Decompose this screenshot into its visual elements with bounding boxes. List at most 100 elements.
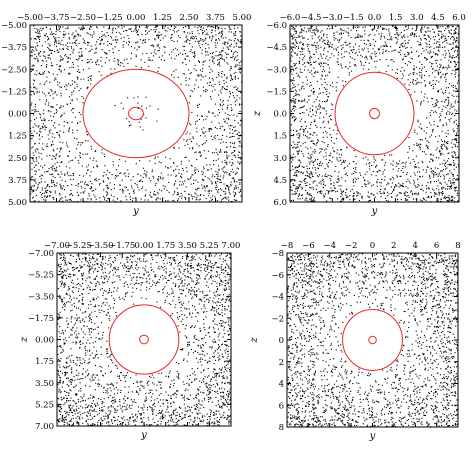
scatter-point — [453, 151, 455, 153]
scatter-point — [44, 129, 46, 131]
scatter-point — [452, 47, 454, 50]
scatter-point — [321, 71, 323, 73]
scatter-point — [324, 167, 326, 169]
scatter-point — [174, 26, 176, 28]
scatter-point — [416, 100, 418, 102]
scatter-point — [307, 193, 309, 195]
scatter-point — [84, 181, 86, 183]
scatter-point — [399, 184, 401, 186]
scatter-point — [35, 156, 37, 158]
scatter-point — [167, 27, 169, 29]
scatter-point — [175, 174, 177, 176]
scatter-point — [216, 25, 218, 27]
scatter-point — [455, 138, 457, 140]
scatter-point — [76, 138, 78, 140]
scatter-point — [206, 164, 208, 166]
scatter-point — [436, 46, 438, 48]
scatter-point — [49, 45, 51, 47]
scatter-point — [214, 323, 216, 325]
scatter-point — [239, 182, 241, 184]
scatter-point — [61, 179, 63, 181]
scatter-point — [30, 176, 32, 178]
scatter-point — [132, 287, 134, 289]
scatter-point — [199, 47, 201, 49]
scatter-point — [427, 34, 429, 37]
scatter-point — [450, 164, 453, 166]
scatter-point — [83, 41, 85, 44]
scatter-point — [81, 275, 83, 277]
scatter-point — [44, 57, 46, 59]
scatter-point — [425, 39, 427, 41]
scatter-point — [215, 47, 217, 49]
scatter-point — [291, 108, 293, 110]
scatter-point — [110, 194, 113, 196]
scatter-point — [396, 30, 398, 32]
scatter-point — [87, 62, 89, 64]
scatter-point — [184, 190, 186, 192]
scatter-point — [59, 176, 61, 178]
scatter-point — [236, 43, 238, 45]
scatter-point — [218, 62, 220, 64]
scatter-point — [154, 30, 156, 32]
scatter-point — [418, 185, 420, 187]
scatter-point — [340, 190, 342, 192]
scatter-point — [189, 73, 191, 75]
scatter-point — [312, 113, 314, 116]
scatter-point — [295, 90, 297, 92]
scatter-point — [39, 99, 41, 101]
scatter-point — [226, 78, 228, 80]
scatter-point — [191, 165, 193, 167]
scatter-point — [192, 55, 195, 57]
scatter-point — [299, 180, 301, 182]
scatter-point — [369, 182, 371, 184]
scatter-point — [295, 92, 297, 95]
scatter-point — [330, 187, 332, 189]
scatter-point — [309, 52, 311, 54]
scatter-point — [364, 26, 366, 28]
scatter-point — [169, 158, 171, 160]
scatter-point — [413, 183, 415, 185]
scatter-point — [292, 77, 295, 79]
scatter-point — [185, 140, 188, 142]
scatter-point — [65, 88, 67, 91]
scatter-point — [325, 113, 327, 115]
scatter-point — [223, 83, 225, 85]
scatter-point — [148, 424, 150, 426]
scatter-point — [301, 47, 303, 49]
scatter-point — [321, 75, 324, 77]
scatter-point — [231, 152, 233, 154]
scatter-point — [310, 70, 313, 72]
scatter-point — [67, 57, 69, 59]
scatter-point — [409, 162, 412, 164]
scatter-point — [36, 35, 38, 37]
scatter-point — [77, 35, 79, 37]
scatter-point — [202, 31, 204, 34]
scatter-point — [344, 41, 346, 44]
scatter-point — [454, 163, 456, 165]
scatter-point — [45, 191, 47, 193]
scatter-point — [234, 130, 236, 132]
scatter-point — [226, 108, 228, 110]
scatter-point — [217, 266, 219, 268]
scatter-point — [197, 106, 199, 108]
scatter-point — [46, 64, 48, 66]
scatter-point — [331, 82, 334, 84]
scatter-point — [312, 151, 314, 153]
scatter-point — [37, 149, 39, 151]
scatter-point — [338, 185, 340, 187]
scatter-point — [81, 55, 84, 57]
scatter-point — [64, 174, 66, 176]
scatter-point — [299, 32, 301, 34]
scatter-point — [93, 194, 95, 196]
scatter-point — [187, 345, 189, 347]
scatter-point — [40, 153, 42, 155]
scatter-point — [214, 115, 216, 117]
scatter-point — [59, 311, 61, 313]
scatter-point — [450, 103, 452, 105]
scatter-point — [411, 82, 414, 84]
scatter-point — [378, 33, 380, 35]
scatter-point — [296, 144, 298, 146]
scatter-point — [218, 151, 220, 153]
scatter-point — [192, 289, 194, 291]
scatter-point — [209, 387, 211, 389]
